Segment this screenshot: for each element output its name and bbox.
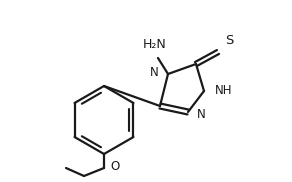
Text: O: O <box>110 161 119 173</box>
Text: N: N <box>197 108 206 120</box>
Text: NH: NH <box>215 84 232 98</box>
Text: S: S <box>225 34 233 47</box>
Text: H₂N: H₂N <box>143 38 167 51</box>
Text: N: N <box>150 66 159 80</box>
